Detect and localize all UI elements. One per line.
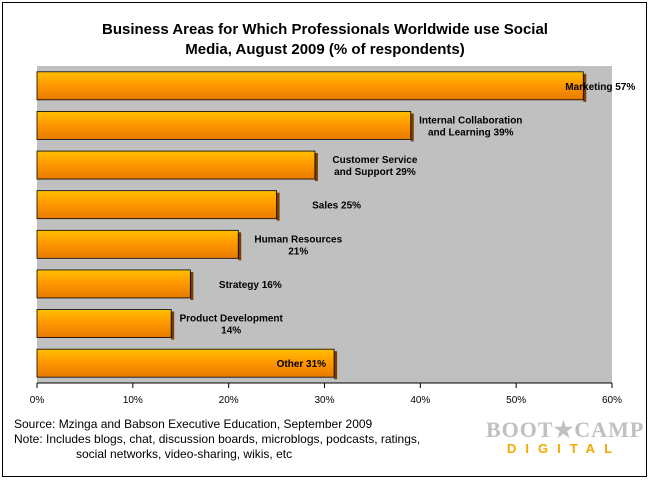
bar-2 (36, 150, 316, 180)
bar-5 (36, 269, 191, 299)
logo-top-text: BOOT★CAMP (486, 417, 645, 442)
bar-shadow-7 (334, 351, 338, 380)
bar-label-2: Customer Service and Support 29% (332, 155, 417, 178)
bar-label-2-line-0: Customer Service (332, 155, 417, 166)
note-line-2: social networks, video-sharing, wikis, e… (76, 447, 293, 461)
bar-shadow-4 (238, 232, 242, 261)
bars-layer (36, 71, 587, 380)
bar-label-1-line-0: Internal Collaboration (419, 115, 522, 126)
note-line-1: Note: Includes blogs, chat, discussion b… (14, 432, 421, 446)
bar-1 (36, 111, 412, 140)
bar-label-7-line-0: Other 31% (277, 359, 327, 370)
source-line: Source: Mzinga and Babson Executive Educ… (14, 417, 373, 431)
bar-label-7: Other 31% (277, 359, 327, 370)
bar-label-0-line-0: Marketing 57% (565, 82, 635, 93)
bar-label-2-line-1: and Support 29% (334, 167, 416, 178)
x-tick-label-0: 0% (30, 395, 45, 406)
bar-label-4-line-1: 21% (288, 246, 308, 257)
bar-shadow-2 (314, 153, 318, 182)
bar-7 (36, 348, 335, 378)
bar-shadow-3 (276, 192, 280, 221)
bar-label-6-line-1: 14% (221, 326, 241, 337)
bar-labels: Marketing 57% Internal Collaboration and L… (179, 82, 635, 370)
logo-bottom-text: DIGITAL (506, 441, 622, 456)
bar-label-1: Internal Collaboration and Learning 39% (419, 115, 522, 138)
x-tick-label-2: 20% (219, 395, 239, 406)
bar-label-3-line-0: Sales 25% (312, 201, 361, 212)
x-tick-label-1: 10% (123, 395, 143, 406)
bar-label-0: Marketing 57% (565, 82, 635, 93)
bar-label-6-line-0: Product Development (179, 314, 283, 325)
source-note: Source: Mzinga and Babson Executive Educ… (14, 417, 420, 462)
bar-0 (36, 71, 584, 101)
bar-label-5-line-0: Strategy 16% (219, 280, 282, 291)
bar-6 (36, 309, 172, 338)
bar-shadow-1 (410, 113, 414, 142)
bar-4 (36, 229, 239, 259)
x-axis: 0% 10% 20% 30% 40% 50% 60% (30, 382, 622, 406)
bar-3 (36, 190, 277, 220)
x-tick-label-5: 50% (506, 395, 526, 406)
chart-title-line-1: Business Areas for Which Professionals W… (102, 21, 548, 38)
bar-label-5: Strategy 16% (219, 280, 282, 291)
bar-label-3: Sales 25% (312, 201, 361, 212)
bar-shadow-0 (583, 73, 587, 102)
x-tick-label-4: 40% (410, 395, 430, 406)
chart-title: Business Areas for Which Professionals W… (40, 20, 610, 60)
bar-label-4: Human Resources 21% (254, 234, 342, 257)
bar-shadow-6 (171, 311, 175, 340)
bar-shadow-5 (190, 271, 194, 300)
bar-label-6: Product Development 14% (179, 314, 283, 337)
bar-label-4-line-0: Human Resources (254, 234, 342, 245)
x-tick-label-6: 60% (602, 395, 622, 406)
boot-camp-digital-logo: BOOT★CAMP DIGITAL (486, 417, 645, 457)
chart-title-line-2: Media, August 2009 (% of respondents) (185, 41, 465, 58)
bar-label-1-line-1: and Learning 39% (428, 127, 514, 138)
x-tick-label-3: 30% (314, 395, 334, 406)
